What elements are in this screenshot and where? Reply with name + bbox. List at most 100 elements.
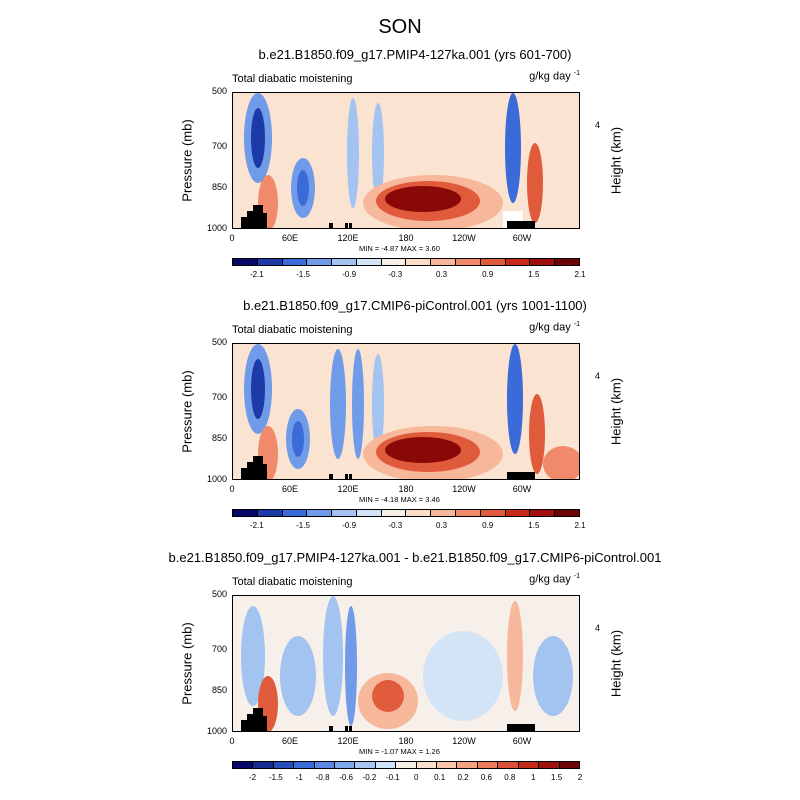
x-tick-label: 60W xyxy=(512,484,532,494)
x-tick-label: 180 xyxy=(398,233,414,243)
contour-region xyxy=(251,108,265,168)
colorbar-swatch xyxy=(294,762,315,768)
colorbar-label: 1.5 xyxy=(528,270,540,279)
min-max-stats: MIN = -4.18 MAX = 3.46 xyxy=(359,495,440,504)
units-exponent: -1 xyxy=(573,573,580,580)
y-tick-label: 850 xyxy=(211,684,227,695)
colorbar-swatch xyxy=(314,762,336,768)
colorbar-swatch xyxy=(416,762,438,768)
colorbar-label: -1.5 xyxy=(268,773,283,782)
colorbar-label: -0.9 xyxy=(342,270,357,279)
colorbar-label: -0.1 xyxy=(385,773,400,782)
y-tick-label: 500 xyxy=(211,589,227,599)
colorbar-swatch xyxy=(381,259,407,265)
units-text: g/kg day xyxy=(529,321,574,334)
colorbar-swatch xyxy=(273,762,295,768)
colorbar-swatch xyxy=(233,259,258,265)
topography-mask xyxy=(241,468,247,479)
y-axis-right-label: Height (km) xyxy=(608,377,624,445)
colorbar-label: -1.5 xyxy=(296,270,310,279)
colorbar-label: 2.1 xyxy=(574,270,586,279)
y-axis-label: Pressure (mb) xyxy=(179,621,195,705)
x-tick-label: 60E xyxy=(281,736,298,746)
colorbar-swatch xyxy=(555,259,579,265)
colorbar-label: 2.1 xyxy=(574,521,586,530)
colorbar-label: -0.3 xyxy=(388,521,403,530)
colorbar xyxy=(232,761,580,769)
colorbar-swatch xyxy=(381,510,407,516)
y-axis-right-label: Height (km) xyxy=(608,126,624,194)
colorbar-label: -1 xyxy=(295,773,303,782)
colorbar-swatch xyxy=(307,259,333,265)
topography-mask xyxy=(345,474,348,479)
x-tick-label: 120E xyxy=(337,484,359,494)
colorbar-swatch xyxy=(282,259,308,265)
y-right-tick-label: 4 xyxy=(595,371,601,381)
colorbar-swatch xyxy=(406,259,432,265)
topography-mask xyxy=(247,211,255,228)
panel-1-plot-area xyxy=(232,92,580,229)
colorbar-label: -0.9 xyxy=(342,521,357,530)
y-tick-label: 1000 xyxy=(206,223,227,233)
colorbar-swatch xyxy=(456,510,481,516)
x-tick-label: 120E xyxy=(337,233,359,243)
y-tick-label: 500 xyxy=(211,337,227,347)
y-tick-label: 700 xyxy=(211,140,227,151)
topography-mask xyxy=(507,221,535,228)
contour-region xyxy=(372,103,384,203)
variable-label: Total diabatic moistening xyxy=(232,73,353,85)
topography-mask xyxy=(253,205,263,228)
colorbar-swatch xyxy=(539,762,560,768)
topography-mask xyxy=(247,462,255,479)
colorbar-swatch xyxy=(477,762,499,768)
colorbar-swatch xyxy=(257,510,283,516)
topography-mask xyxy=(259,716,267,731)
min-max-stats: MIN = -4.87 MAX = 3.60 xyxy=(359,244,440,253)
units-label: g/kg day -1 xyxy=(480,70,580,83)
y-tick-label: 500 xyxy=(211,86,227,96)
colorbar-label: 0.9 xyxy=(482,521,494,530)
colorbar-swatch xyxy=(233,510,258,516)
y-tick-label: 1000 xyxy=(206,474,227,484)
contour-region xyxy=(297,170,309,206)
colorbar-label: -0.8 xyxy=(315,773,330,782)
x-tick-label: 60W xyxy=(512,233,532,243)
colorbar-label: -0.6 xyxy=(339,773,353,782)
contour-region xyxy=(347,98,359,208)
topography-mask xyxy=(349,223,352,228)
contour-region xyxy=(241,606,265,706)
y-axis-right-label: Height (km) xyxy=(608,629,624,697)
colorbar-swatch xyxy=(355,762,376,768)
y-tick-label: 700 xyxy=(211,391,227,402)
topography-mask xyxy=(507,724,535,731)
colorbar-swatch xyxy=(457,762,478,768)
topography-mask xyxy=(259,464,267,479)
panel-2-field xyxy=(233,344,579,479)
x-tick-label: 120W xyxy=(452,484,476,494)
colorbar-label: 0.3 xyxy=(435,521,448,530)
colorbar-label: -0.3 xyxy=(388,270,403,279)
contour-region xyxy=(527,143,543,223)
contour-region xyxy=(507,601,523,711)
colorbar-swatch xyxy=(396,762,417,768)
colorbar-label: 2 xyxy=(577,773,583,782)
colorbar-swatch xyxy=(431,510,457,516)
variable-label: Total diabatic moistening xyxy=(232,324,353,336)
contour-region xyxy=(251,359,265,419)
colorbar-swatch xyxy=(559,762,579,768)
colorbar-label: 0.2 xyxy=(457,773,469,782)
panel-title: b.e21.B1850.f09_g17.PMIP4-127ka.001 - b.… xyxy=(168,550,662,565)
colorbar-swatch xyxy=(282,510,308,516)
contour-region xyxy=(345,606,357,726)
y-tick-label: 850 xyxy=(211,432,227,443)
contour-region xyxy=(543,446,579,479)
colorbar xyxy=(232,258,580,266)
colorbar-swatch xyxy=(480,510,506,516)
topography-mask xyxy=(349,726,352,731)
x-tick-label: 120W xyxy=(452,736,476,746)
colorbar-label: 1.5 xyxy=(528,521,540,530)
topography-mask xyxy=(247,714,255,731)
units-text: g/kg day xyxy=(529,573,574,586)
colorbar-swatch xyxy=(431,259,457,265)
topography-mask xyxy=(349,474,352,479)
